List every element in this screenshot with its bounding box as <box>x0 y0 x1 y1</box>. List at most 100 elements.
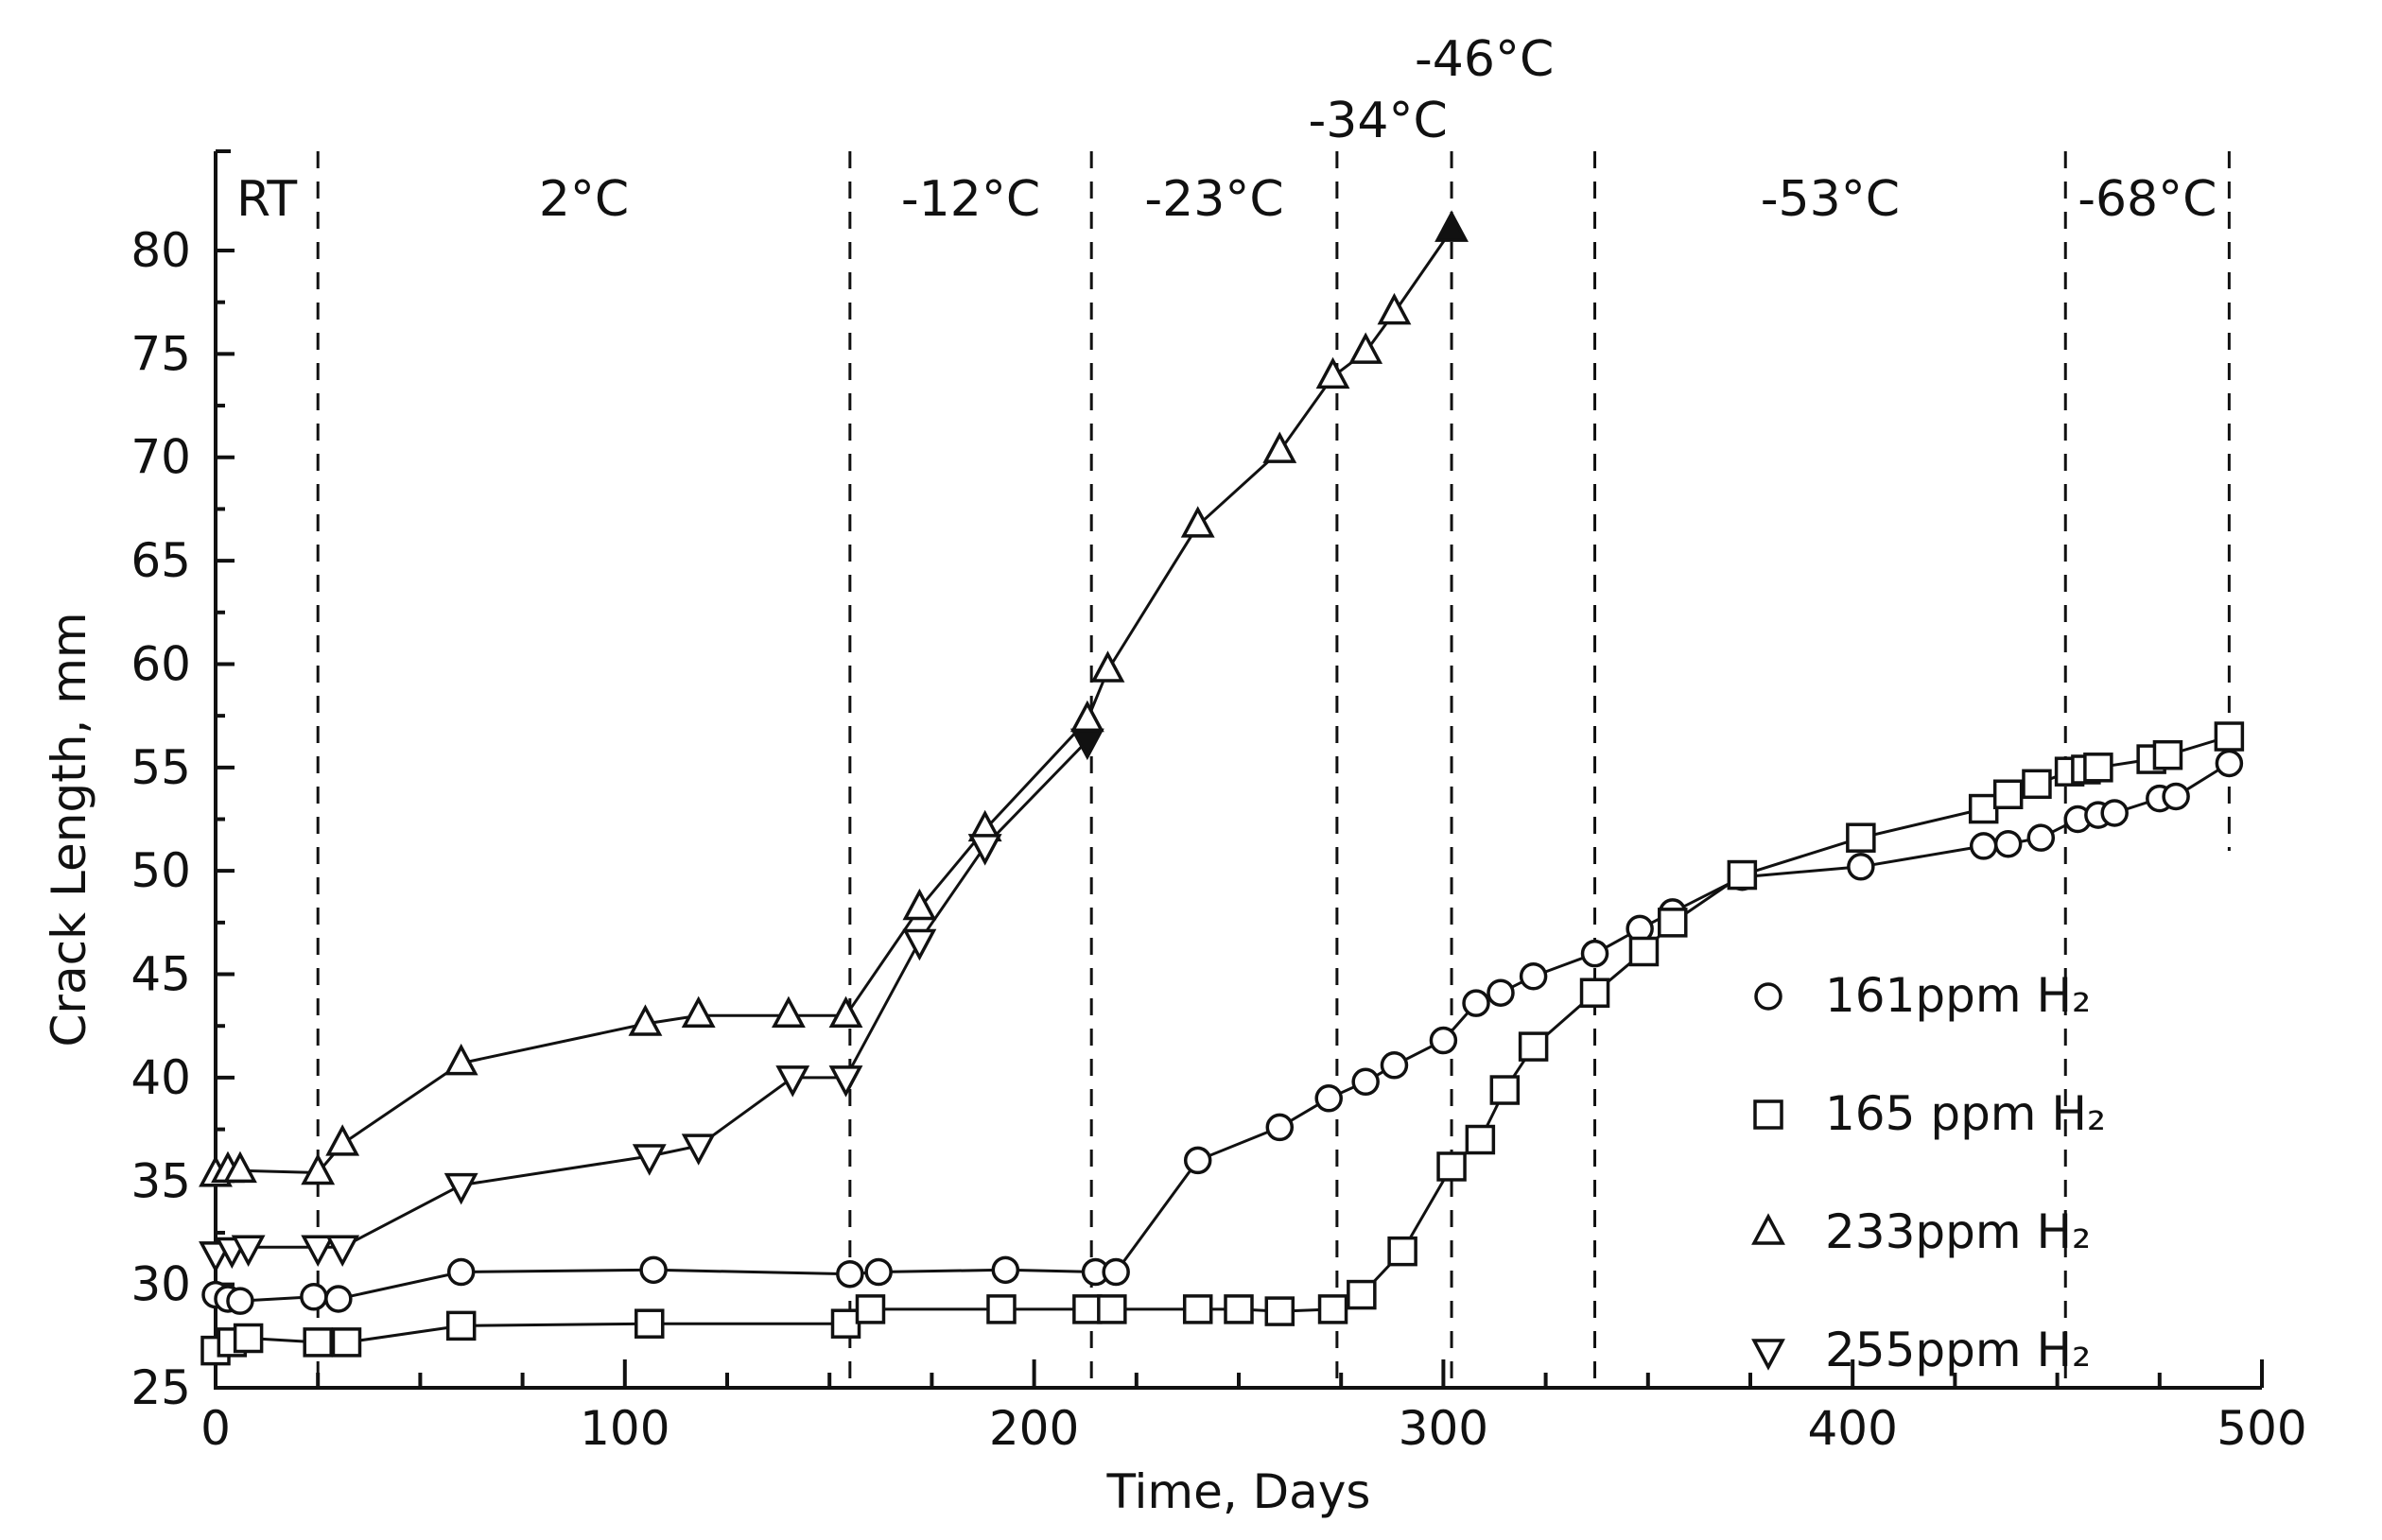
y-tick-label-55: 55 <box>130 740 191 795</box>
square-marker <box>331 1327 362 1358</box>
square-marker <box>2022 769 2052 800</box>
circle-marker <box>1102 1257 1130 1287</box>
y-tick-label-65: 65 <box>130 533 191 588</box>
legend-label: 255ppm H₂ <box>1825 1323 2091 1377</box>
x-tick-label-300: 300 <box>1399 1401 1488 1456</box>
square-marker <box>1658 908 1688 938</box>
triangle-down-marker <box>681 1133 716 1166</box>
x-tick-label-100: 100 <box>580 1401 669 1456</box>
square-marker <box>1489 1075 1521 1105</box>
triangle-up-marker <box>1180 506 1215 538</box>
triangle-up-marker <box>1377 292 1412 325</box>
legend-entry: 165 ppm H₂ <box>1753 1086 2106 1141</box>
x-tick-label-0: 0 <box>200 1401 231 1456</box>
square-marker <box>303 1327 333 1358</box>
square-marker <box>1436 1151 1467 1182</box>
triangle-up-marker <box>301 1152 336 1185</box>
square-marker <box>635 1308 665 1339</box>
triangle-down-marker <box>443 1172 478 1205</box>
square-marker <box>233 1323 264 1354</box>
circle-marker <box>1969 832 1998 860</box>
triangle-down-marker <box>301 1235 336 1267</box>
circle-marker <box>1265 1113 1295 1142</box>
temperature-label: -53°C <box>1761 171 1900 228</box>
square-marker <box>1968 793 1999 824</box>
temperature-label: -23°C <box>1144 171 1283 228</box>
circle-marker <box>1993 829 2023 858</box>
triangle-up-marker <box>1348 332 1383 364</box>
triangle-up-marker <box>1315 356 1350 389</box>
circle-marker <box>1580 939 1609 968</box>
temperature-label: RT <box>236 171 297 228</box>
square-marker <box>1579 978 1610 1008</box>
series-3 <box>199 210 1469 1187</box>
square-marker <box>855 1294 886 1324</box>
circle-marker <box>2100 799 2129 827</box>
triangle-up-marker <box>223 1151 257 1184</box>
series-1 <box>201 749 2244 1315</box>
circle-marker <box>1519 961 1548 991</box>
y-tick-label-40: 40 <box>130 1050 191 1105</box>
temperature-label: -68°C <box>2078 171 2217 228</box>
temperature-region-labels: RT 2°C -12°C -23°C -34°C-46°C -53°C -68°C <box>236 31 2217 228</box>
series-line <box>215 229 1453 1177</box>
square-marker <box>1846 822 1876 853</box>
circle-marker <box>2162 782 2190 811</box>
y-tick-label-70: 70 <box>130 430 191 485</box>
circle-marker <box>1351 1067 1380 1097</box>
square-marker <box>986 1294 1017 1324</box>
series-4 <box>199 728 1104 1273</box>
triangle-down-marker <box>828 1065 863 1098</box>
triangle-up-marker <box>828 995 863 1029</box>
y-tick-label-25: 25 <box>130 1360 191 1415</box>
circle-marker <box>1314 1084 1343 1113</box>
circle-marker <box>324 1285 353 1313</box>
triangle-down-marker <box>325 1235 360 1267</box>
y-tick-label-30: 30 <box>130 1257 191 1312</box>
triangle-up-marker <box>681 995 716 1029</box>
x-tick-label-500: 500 <box>2217 1401 2306 1456</box>
legend-entry: 255ppm H₂ <box>1751 1323 2091 1377</box>
triangle-down-marker <box>967 834 1002 866</box>
square-marker <box>1518 1031 1549 1062</box>
legend-label: 161ppm H₂ <box>1825 968 2091 1023</box>
legend-entry: 233ppm H₂ <box>1751 1204 2091 1259</box>
circle-marker <box>836 1259 864 1289</box>
triangle-down-marker <box>231 1235 266 1267</box>
triangle-up-marker <box>1090 650 1125 683</box>
circle-marker <box>1183 1146 1212 1175</box>
temperature-label: -34°C <box>1309 93 1448 149</box>
triangle-up-marker <box>443 1043 478 1076</box>
triangle-down-marker <box>632 1144 667 1176</box>
temperature-label: 2°C <box>539 171 629 228</box>
y-tick-label-45: 45 <box>130 947 191 1002</box>
square-marker <box>1753 1099 1783 1130</box>
y-tick-label-75: 75 <box>130 326 191 381</box>
circle-marker <box>1754 982 1782 1011</box>
triangle-up-marker <box>1751 1213 1785 1245</box>
legend-entry: 161ppm H₂ <box>1754 968 2091 1023</box>
x-tick-label-400: 400 <box>1807 1401 1897 1456</box>
circle-marker <box>226 1287 254 1315</box>
data-series <box>199 210 2245 1366</box>
square-marker <box>830 1308 861 1339</box>
square-marker <box>445 1310 477 1341</box>
square-marker <box>1628 936 1660 967</box>
temperature-label: -46°C <box>1415 31 1554 88</box>
circle-marker <box>1380 1051 1409 1080</box>
square-marker <box>1317 1294 1348 1324</box>
axes: 0 100 200 300 400 500 25 30 35 40 45 50 55 60 65 70 75 80 <box>130 149 2307 1456</box>
circle-marker <box>991 1255 1020 1285</box>
x-axis-title: Time, Days <box>1106 1464 1371 1519</box>
y-tick-label-50: 50 <box>130 843 191 898</box>
circle-marker <box>864 1257 893 1287</box>
triangle-up-marker <box>325 1124 360 1156</box>
square-marker <box>1097 1294 1127 1324</box>
circle-marker <box>446 1257 476 1287</box>
square-marker <box>1347 1279 1377 1310</box>
square-marker <box>1992 779 2024 810</box>
triangle-down-marker <box>1069 728 1104 761</box>
legend-label: 165 ppm H₂ <box>1825 1086 2106 1141</box>
y-tick-label-35: 35 <box>130 1153 191 1208</box>
